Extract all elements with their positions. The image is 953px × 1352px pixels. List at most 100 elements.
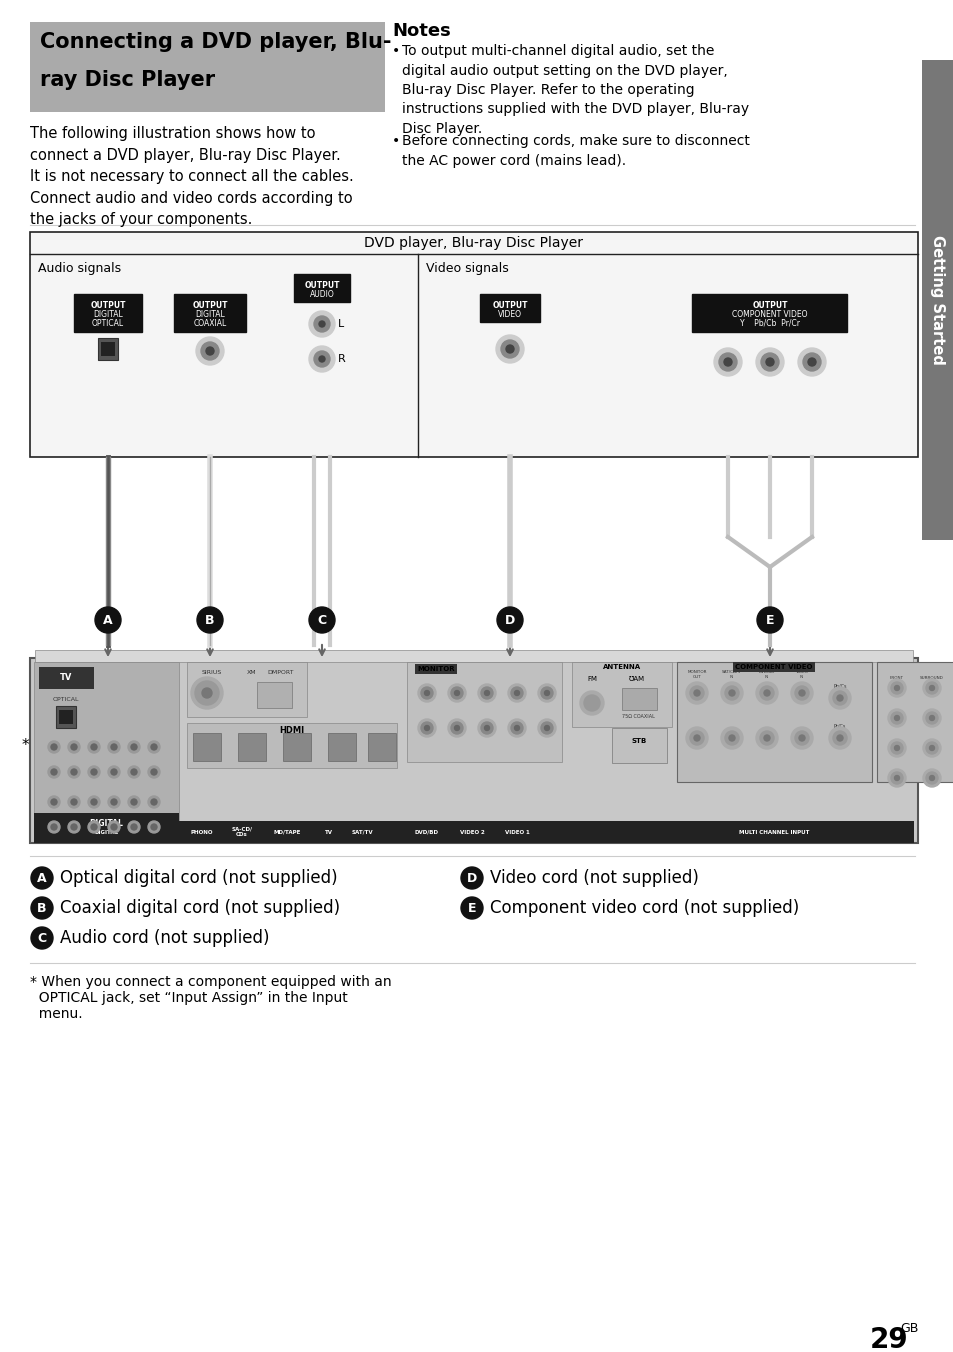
Text: C: C	[317, 614, 326, 626]
Circle shape	[148, 821, 160, 833]
Circle shape	[151, 744, 157, 750]
Text: SA-CD/
CDs: SA-CD/ CDs	[232, 826, 253, 837]
Circle shape	[108, 741, 120, 753]
Circle shape	[111, 799, 117, 804]
Text: SURROUND: SURROUND	[919, 676, 943, 680]
Text: Notes: Notes	[392, 22, 450, 41]
Circle shape	[685, 727, 707, 749]
Circle shape	[128, 796, 140, 808]
Circle shape	[108, 821, 120, 833]
Circle shape	[794, 685, 808, 700]
Text: Component video cord (not supplied): Component video cord (not supplied)	[490, 899, 799, 917]
Circle shape	[514, 691, 519, 695]
Circle shape	[724, 685, 739, 700]
Circle shape	[95, 607, 121, 633]
Text: Before connecting cords, make sure to disconnect
the AC power cord (mains lead).: Before connecting cords, make sure to di…	[401, 134, 749, 168]
Circle shape	[128, 767, 140, 777]
Circle shape	[887, 679, 905, 698]
Circle shape	[71, 799, 77, 804]
Circle shape	[309, 311, 335, 337]
Circle shape	[511, 687, 522, 699]
Circle shape	[928, 715, 934, 721]
Text: B: B	[37, 902, 47, 914]
Circle shape	[201, 342, 219, 360]
Circle shape	[30, 927, 53, 949]
Circle shape	[477, 684, 496, 702]
Text: AUDIO: AUDIO	[310, 289, 334, 299]
Text: STB: STB	[631, 738, 646, 744]
Bar	[256, 681, 292, 708]
Circle shape	[48, 767, 60, 777]
Circle shape	[318, 320, 325, 327]
Circle shape	[890, 742, 902, 754]
Text: A: A	[37, 872, 47, 884]
Circle shape	[191, 677, 223, 708]
Circle shape	[925, 681, 937, 694]
Text: OUTPUT: OUTPUT	[752, 301, 787, 310]
Text: FRONT: FRONT	[889, 676, 903, 680]
Circle shape	[757, 607, 782, 633]
Text: •: •	[392, 134, 400, 147]
Circle shape	[755, 681, 778, 704]
Circle shape	[480, 722, 493, 734]
Circle shape	[448, 719, 465, 737]
Circle shape	[111, 769, 117, 775]
Circle shape	[832, 731, 846, 745]
Circle shape	[417, 684, 436, 702]
Circle shape	[760, 685, 773, 700]
Bar	[677, 662, 871, 781]
Circle shape	[88, 796, 100, 808]
Circle shape	[148, 796, 160, 808]
Bar	[34, 662, 179, 833]
Circle shape	[828, 687, 850, 708]
Circle shape	[108, 796, 120, 808]
Circle shape	[108, 767, 120, 777]
Circle shape	[314, 316, 330, 333]
Circle shape	[728, 690, 734, 696]
Circle shape	[890, 681, 902, 694]
Circle shape	[923, 708, 940, 727]
Bar	[621, 688, 657, 710]
Bar	[74, 293, 142, 333]
Circle shape	[794, 731, 808, 745]
Text: DIGITAL: DIGITAL	[195, 310, 225, 319]
Circle shape	[713, 347, 741, 376]
Circle shape	[91, 769, 97, 775]
Text: Coaxial digital cord (not supplied): Coaxial digital cord (not supplied)	[60, 899, 340, 917]
Bar	[368, 733, 395, 761]
Circle shape	[314, 352, 330, 366]
Circle shape	[755, 727, 778, 749]
Circle shape	[925, 713, 937, 725]
Circle shape	[424, 691, 429, 695]
Circle shape	[71, 823, 77, 830]
Circle shape	[451, 722, 462, 734]
Circle shape	[894, 715, 899, 721]
Circle shape	[30, 867, 53, 890]
Bar	[30, 22, 385, 112]
Circle shape	[88, 741, 100, 753]
Circle shape	[689, 685, 703, 700]
Text: •: •	[392, 45, 400, 58]
Text: Pr/Cs: Pr/Cs	[833, 725, 845, 729]
Text: SAT/TV: SAT/TV	[351, 830, 373, 834]
Circle shape	[894, 776, 899, 780]
Circle shape	[836, 695, 842, 700]
Circle shape	[131, 769, 137, 775]
Circle shape	[48, 821, 60, 833]
Text: FM: FM	[586, 676, 597, 681]
Circle shape	[91, 744, 97, 750]
Circle shape	[724, 731, 739, 745]
Circle shape	[723, 358, 731, 366]
Circle shape	[51, 744, 57, 750]
Text: DVD player, Blu-ray Disc Player: DVD player, Blu-ray Disc Player	[364, 237, 583, 250]
Circle shape	[68, 796, 80, 808]
Text: Video cord (not supplied): Video cord (not supplied)	[490, 869, 699, 887]
Bar	[479, 293, 539, 322]
Circle shape	[799, 690, 804, 696]
Circle shape	[131, 799, 137, 804]
Circle shape	[797, 347, 825, 376]
Circle shape	[832, 691, 846, 704]
Circle shape	[894, 745, 899, 750]
Text: GB: GB	[899, 1322, 918, 1334]
Circle shape	[51, 823, 57, 830]
